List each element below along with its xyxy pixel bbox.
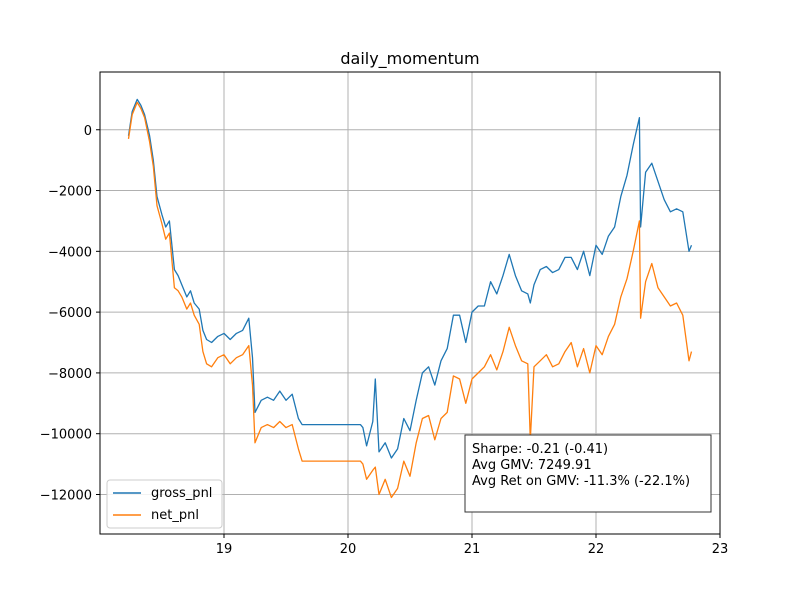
y-tick-label: −10000 (40, 428, 92, 443)
legend-box (106, 479, 223, 529)
x-tick-label: 19 (216, 542, 233, 557)
chart-title: daily_momentum (340, 49, 479, 69)
stats-annotation: Sharpe: -0.21 (-0.41) Avg GMV: 7249.91 A… (464, 434, 712, 513)
legend-label-net-pnl: net_pnl (151, 508, 199, 523)
y-tick-label: −2000 (48, 185, 92, 200)
stats-box (464, 434, 712, 513)
x-tick-label: 20 (340, 542, 357, 557)
y-tick-label: −8000 (48, 367, 92, 382)
series-line-net-pnl (127, 101, 693, 499)
y-tick-label: 0 (84, 124, 92, 139)
y-tick-label: −4000 (48, 245, 92, 260)
y-tick-label: −6000 (48, 306, 92, 321)
y-tick-label: −12000 (40, 488, 92, 503)
series-line-gross-pnl (127, 98, 693, 459)
plot-frame (99, 71, 721, 535)
stats-avg-gmv: Avg GMV: 7249.91 (472, 458, 592, 473)
x-tick-label: 21 (464, 542, 481, 557)
stats-sharpe: Sharpe: -0.21 (-0.41) (472, 442, 608, 457)
stats-avg-ret-gmv: Avg Ret on GMV: -11.3% (-22.1%) (472, 474, 690, 489)
legend-label-gross-pnl: gross_pnl (151, 486, 212, 501)
series-lines (127, 98, 693, 499)
axis-ticks: 19 20 21 22 23 0 −2000 −4000 −6000 −8000 −10000 −12… (40, 124, 729, 557)
x-tick-label: 23 (712, 542, 729, 557)
grid (100, 72, 721, 534)
legend: gross_pnl net_pnl (106, 479, 223, 529)
x-tick-label: 22 (588, 542, 605, 557)
